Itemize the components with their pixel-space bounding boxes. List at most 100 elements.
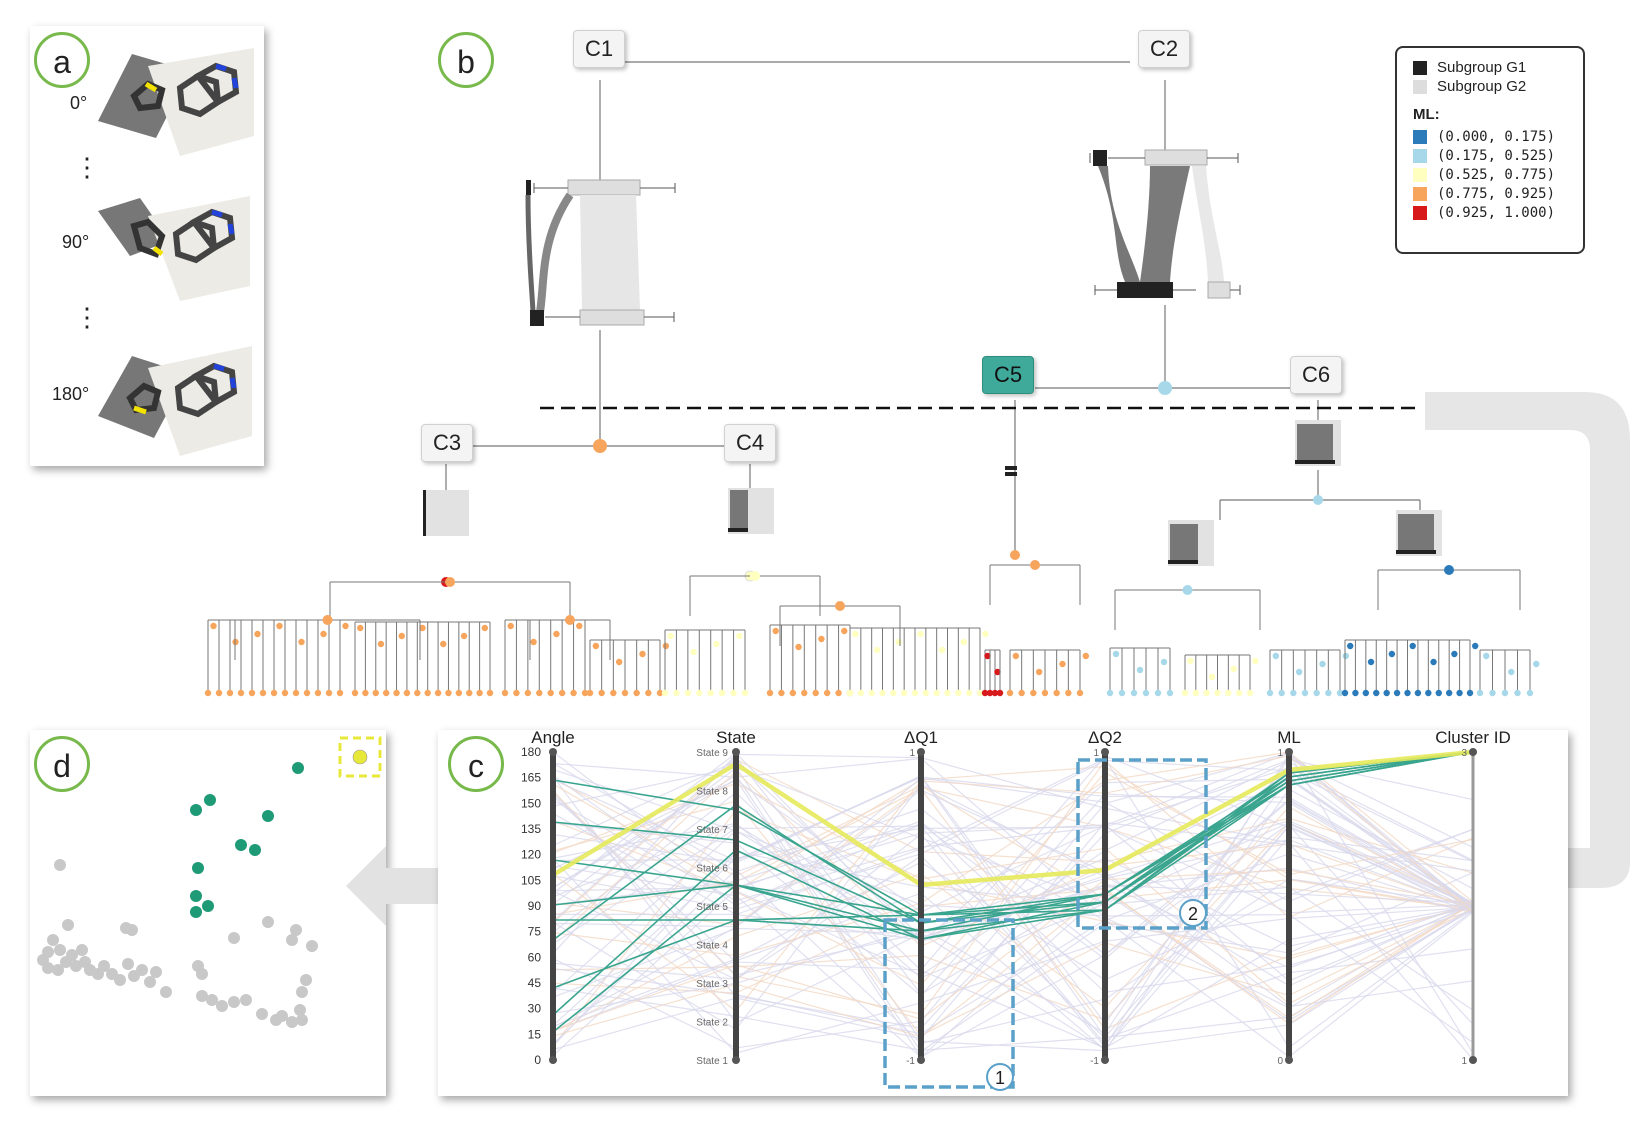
angle-tick-7: 75 [528, 925, 542, 939]
branch-node-9-0 [1112, 650, 1120, 658]
scatter-point-8 [190, 906, 202, 918]
scatter-point-7 [190, 890, 202, 902]
leaf-node-10-4 [1225, 689, 1232, 697]
scatter-point-54 [79, 956, 91, 968]
branch-node-8-2 [1035, 668, 1043, 676]
swatch-ml3 [1413, 186, 1427, 201]
leaf-node-1-1 [362, 689, 369, 697]
leaf-node-1-9 [445, 689, 452, 697]
leaf-node-8-1 [1018, 689, 1025, 697]
upper-node-1 [322, 615, 333, 625]
leaf-node-12-3 [1373, 689, 1380, 697]
leaf-node-5-0 [766, 689, 774, 697]
node-c4[interactable]: C4 [724, 424, 776, 462]
branch-node-10-6 [1252, 657, 1259, 665]
branch-node-12-6 [1409, 642, 1416, 650]
context-line-26 [552, 911, 1474, 1058]
node-c3[interactable]: C3 [421, 424, 473, 462]
scatter-point-49 [286, 1016, 298, 1028]
scatter-points [37, 762, 318, 1028]
leaf-node-5-3 [801, 689, 808, 697]
mini-glyph-c6 [1295, 420, 1341, 466]
leaf-node-12-6 [1404, 689, 1411, 697]
upper-node-3 [750, 571, 760, 581]
branch-node-1-12 [481, 624, 489, 632]
leaf-node-1-10 [455, 689, 463, 697]
brush-1[interactable]: 1 [883, 918, 1015, 1091]
context-line-41 [552, 791, 1474, 1049]
context-line-45 [552, 767, 1474, 1027]
leaf-node-8-3 [1041, 689, 1049, 697]
cluster_range-bottom: 1 [1461, 1056, 1467, 1067]
scatter-point-10 [54, 859, 66, 871]
legend-label-ml2: (0.525, 0.775) [1437, 166, 1556, 183]
leaf-node-0-1 [215, 689, 223, 697]
scatter-point-12 [47, 934, 59, 946]
leaf-node-3-2 [610, 689, 617, 697]
scatter-point-17 [70, 960, 82, 972]
state-tick-5: State 4 [696, 941, 728, 952]
leaf-node-11-2 [1290, 689, 1297, 697]
branch-node-7-0 [984, 652, 991, 660]
branch-node-6-4 [895, 638, 902, 646]
leaf-node-1-0 [351, 689, 359, 697]
leaf-node-1-4 [393, 689, 400, 697]
badge-a: a [34, 32, 90, 88]
leaf-node-4-5 [718, 689, 726, 697]
angle-tick-1: 165 [521, 771, 541, 785]
leaf-node-8-2 [1030, 689, 1037, 697]
leaf-node-5-6 [835, 689, 842, 697]
node-c2[interactable]: C2 [1138, 30, 1190, 68]
leaf-node-11-1 [1278, 689, 1285, 697]
legend-row-ml1: (0.175, 0.525) [1413, 146, 1573, 165]
cluster-line-8 [552, 751, 1474, 1033]
context-line-12 [552, 758, 1474, 924]
molecule-column: 0° ⋮ 90° ⋮ 180° [52, 48, 254, 456]
branch-node-4-4 [713, 640, 720, 648]
leaf-node-6-9 [944, 689, 951, 697]
branch-node-4-6 [736, 632, 743, 640]
axis-title-1: State [716, 730, 756, 747]
scatter-point-51 [294, 1004, 306, 1016]
panel-c: Angle State ΔQ1 ΔQ2 ML Cluster ID 180 165 150 135… [438, 728, 1568, 1096]
tree-links [445, 61, 1421, 555]
leaf-node-10-6 [1246, 689, 1254, 697]
scatter-point-5 [249, 844, 261, 856]
leaf-node-6-1 [857, 689, 865, 697]
state-tick-1: State 8 [696, 787, 728, 798]
state-tick-6: State 3 [696, 979, 728, 990]
leaf-node-9-4 [1154, 689, 1162, 697]
scatter-point-23 [114, 974, 126, 986]
branch-node-2-4 [553, 630, 560, 638]
branch-node-6-10 [960, 638, 967, 646]
branch-node-8-0 [1012, 652, 1020, 660]
badge-d: d [34, 736, 90, 792]
brush-2[interactable]: 2 [1076, 758, 1208, 930]
upper-node-4 [835, 601, 845, 611]
leaf-node-4-7 [741, 689, 749, 697]
branch-node-0-8 [298, 638, 305, 646]
axis-title-4: ML [1277, 730, 1301, 747]
angle-tick-2: 150 [521, 796, 541, 810]
leaf-node-4-2 [684, 689, 692, 697]
branch-node-2-0 [507, 622, 514, 630]
state-tick-3: State 6 [696, 864, 728, 875]
node-c6[interactable]: C6 [1290, 356, 1342, 394]
branch-node-13-2 [1508, 668, 1515, 676]
node-c5[interactable]: C5 [982, 356, 1034, 394]
leaf-node-0-6 [270, 689, 278, 697]
branch-node-5-0 [772, 627, 779, 635]
leaf-node-7-2 [991, 689, 999, 697]
angle-tick-8: 60 [528, 950, 542, 964]
branch-node-9-4 [1160, 658, 1168, 666]
leaf-node-1-7 [424, 689, 431, 697]
scatter-point-27 [144, 976, 156, 988]
node-c1[interactable]: C1 [573, 30, 625, 68]
mini-glyph-c6a [1168, 520, 1214, 566]
junction-c6 [1313, 495, 1323, 505]
dq1_range-top: 1 [909, 748, 915, 759]
scatter-point-34 [290, 924, 302, 936]
ml_range-bottom: 0 [1277, 1056, 1283, 1067]
angle-tick-3: 135 [521, 822, 541, 836]
swatch-ml2 [1413, 167, 1427, 182]
